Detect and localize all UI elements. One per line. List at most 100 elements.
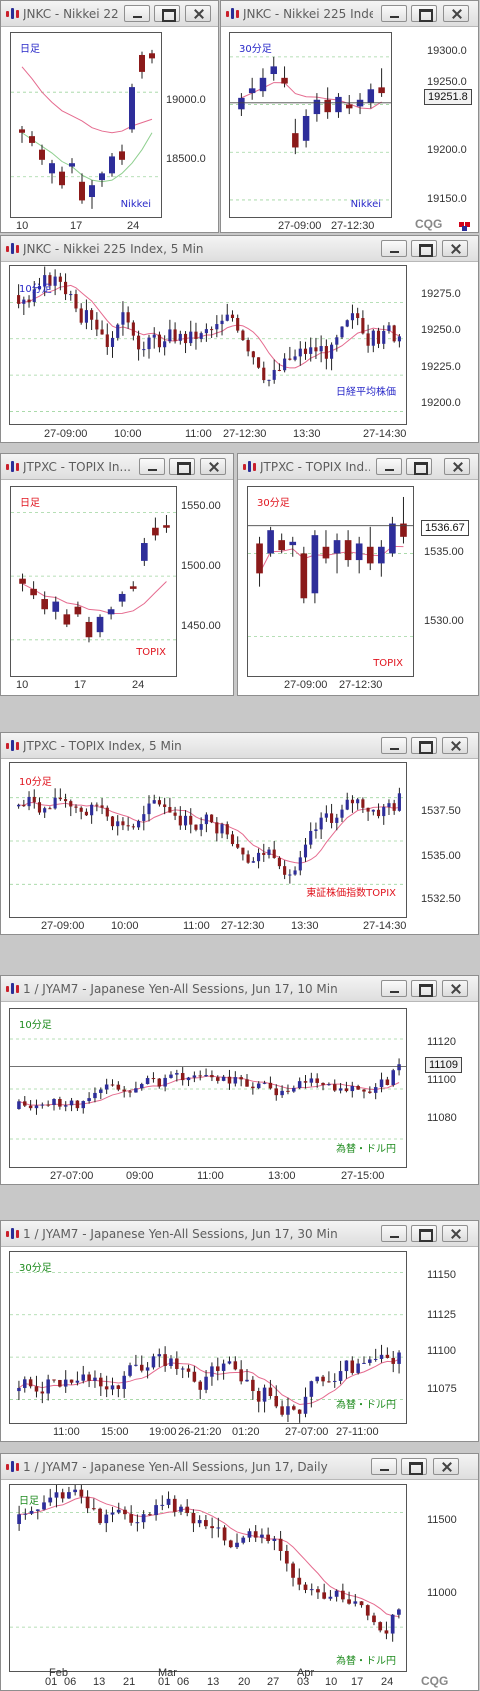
title-bar[interactable]: JTPXC - TOPIX Ind... xyxy=(238,454,478,480)
candle-body xyxy=(356,1363,360,1373)
y-tick-label: 1530.00 xyxy=(424,615,464,627)
minimize-button[interactable] xyxy=(381,240,407,257)
candle-body xyxy=(128,1091,132,1093)
candle-body xyxy=(152,334,156,338)
maximize-button[interactable] xyxy=(411,5,437,22)
chart-window-nikkei-daily[interactable]: JNKC - Nikkei 225 I... 日足 Nikkei 19000.0… xyxy=(0,0,219,233)
candle-body xyxy=(397,1064,401,1071)
instrument-name: 為替・ドル円 xyxy=(336,1400,396,1411)
candle-body xyxy=(321,1082,325,1085)
chart-window-topix-30min[interactable]: JTPXC - TOPIX Ind... 30分足 TOPIX 1536.67 … xyxy=(237,453,479,696)
maximize-button[interactable] xyxy=(411,980,437,997)
candle-body xyxy=(283,866,287,875)
candle-body xyxy=(204,814,208,825)
chart-window-topix-5min[interactable]: JTPXC - TOPIX Index, 5 Min 10分足 東証株価指数TO… xyxy=(0,732,479,935)
candle-body xyxy=(58,797,62,800)
x-tick-label: 11:00 xyxy=(185,428,212,440)
candle-body xyxy=(192,1371,197,1382)
candle-body xyxy=(137,335,141,350)
title-bar[interactable]: 1 / JYAM7 - Japanese Yen-All Sessions, J… xyxy=(1,1454,478,1480)
maximize-button[interactable] xyxy=(411,737,437,754)
title-bar[interactable]: JTPXC - TOPIX Index, 5 Min xyxy=(1,733,478,759)
maximize-button[interactable] xyxy=(401,1458,427,1475)
x-tick-label: 11:00 xyxy=(197,1170,224,1182)
title-bar[interactable]: 1 / JYAM7 - Japanese Yen-All Sessions, J… xyxy=(1,1221,478,1247)
maximize-button[interactable] xyxy=(154,5,180,22)
close-button[interactable] xyxy=(444,458,470,475)
candle-body xyxy=(256,852,261,862)
minimize-button[interactable] xyxy=(376,458,402,475)
maximize-button[interactable] xyxy=(411,1225,437,1242)
candle-body xyxy=(58,1379,62,1387)
candle-body xyxy=(319,346,323,352)
x-tick-label: 11:00 xyxy=(183,920,210,932)
candle-body xyxy=(292,1406,296,1410)
candle-body xyxy=(194,331,198,339)
candle-body xyxy=(178,815,182,826)
maximize-button[interactable] xyxy=(406,458,432,475)
title-bar[interactable]: JNKC - Nikkei 225 I... xyxy=(1,1,218,27)
window-title: JNKC - Nikkei 225 Index, 5 Min xyxy=(23,242,204,256)
candle-body xyxy=(121,312,125,325)
candle-body xyxy=(387,803,391,807)
candle-body xyxy=(100,805,104,808)
minimize-button[interactable] xyxy=(139,458,165,475)
minimize-button[interactable] xyxy=(381,737,407,754)
title-bar[interactable]: JTPXC - TOPIX In... xyxy=(1,454,233,480)
chart-window-jpy-30min[interactable]: 1 / JYAM7 - Japanese Yen-All Sessions, J… xyxy=(0,1220,479,1442)
candle-body xyxy=(371,809,375,812)
chart-window-jpy-10min[interactable]: 1 / JYAM7 - Japanese Yen-All Sessions, J… xyxy=(0,975,479,1185)
candle-body xyxy=(256,543,263,574)
chart-window-nikkei-5min[interactable]: JNKC - Nikkei 225 Index, 5 Min 10分足 日経平均… xyxy=(0,235,479,443)
close-button[interactable] xyxy=(433,1458,459,1475)
candle-body xyxy=(19,129,25,133)
app-icon xyxy=(6,1228,19,1239)
chart-window-jpy-daily[interactable]: 1 / JYAM7 - Japanese Yen-All Sessions, J… xyxy=(0,1453,479,1691)
candle-body xyxy=(69,163,75,167)
close-button[interactable] xyxy=(442,737,468,754)
candle-body xyxy=(262,1387,267,1402)
close-button[interactable] xyxy=(442,980,468,997)
y-tick-label: 19250.0 xyxy=(421,324,461,336)
candle-body xyxy=(85,1496,90,1509)
candle-body xyxy=(366,333,370,346)
close-button[interactable] xyxy=(442,1225,468,1242)
title-bar[interactable]: 1 / JYAM7 - Japanese Yen-All Sessions, J… xyxy=(1,976,478,1002)
x-tick-label: 27-15:00 xyxy=(341,1170,385,1182)
candle-body xyxy=(60,1492,65,1499)
candle-body xyxy=(30,588,37,596)
close-button[interactable] xyxy=(443,5,469,22)
title-bar[interactable]: JNKC - Nikkei 225 Index, 5 Min xyxy=(1,236,478,262)
candle-body xyxy=(303,1396,308,1414)
minimize-button[interactable] xyxy=(381,5,407,22)
candle-body xyxy=(17,1387,21,1392)
x-tick-label: 06 xyxy=(177,1676,190,1688)
app-icon xyxy=(243,461,256,472)
candle-body xyxy=(109,156,115,174)
minimize-button[interactable] xyxy=(124,5,150,22)
candle-body xyxy=(330,344,334,359)
candle-body xyxy=(34,1386,39,1392)
candle-body xyxy=(292,133,299,148)
chart-window-topix-daily[interactable]: JTPXC - TOPIX In... 日足 TOPIX 1550.00 150… xyxy=(0,453,234,696)
minimize-button[interactable] xyxy=(381,980,407,997)
title-bar[interactable]: JNKC - Nikkei 225 Index xyxy=(221,1,478,27)
moving-average-line xyxy=(18,1358,400,1406)
candle-body xyxy=(75,1380,80,1383)
instrument-name: Nikkei xyxy=(120,199,151,210)
minimize-button[interactable] xyxy=(381,1225,407,1242)
maximize-button[interactable] xyxy=(411,240,437,257)
candle-body xyxy=(84,310,88,323)
candle-body xyxy=(79,807,83,812)
minimize-button[interactable] xyxy=(371,1458,397,1475)
maximize-button[interactable] xyxy=(169,458,195,475)
close-button[interactable] xyxy=(200,458,226,475)
y-tick-label: 19200.0 xyxy=(421,397,461,409)
candle-body xyxy=(314,347,318,352)
app-icon xyxy=(6,8,19,19)
timeframe-label: 日足 xyxy=(19,1496,39,1507)
close-button[interactable] xyxy=(185,5,211,22)
close-button[interactable] xyxy=(442,240,468,257)
chart-window-nikkei-30min[interactable]: JNKC - Nikkei 225 Index 30分足 Nikkei 1930… xyxy=(220,0,479,233)
candlestick-chart xyxy=(230,56,391,201)
